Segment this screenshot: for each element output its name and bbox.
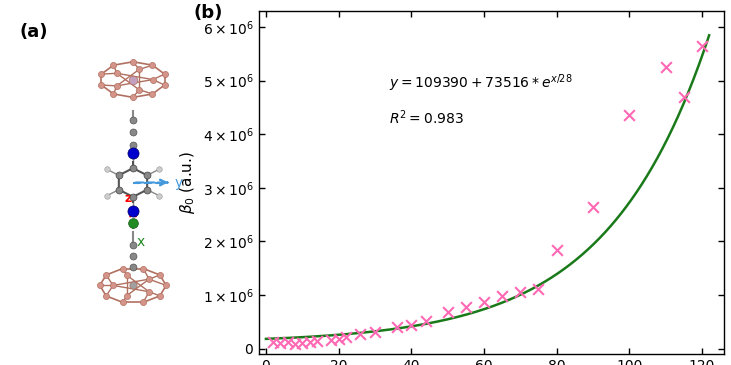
Text: x: x [137, 235, 145, 249]
Point [587, 204, 599, 210]
Point [442, 309, 453, 315]
Point [282, 339, 294, 345]
Point [420, 318, 431, 324]
Point [340, 334, 352, 340]
Point [325, 337, 337, 342]
Point [496, 293, 508, 299]
Point [406, 322, 417, 327]
Point [478, 299, 490, 304]
Point [624, 112, 635, 118]
Y-axis label: $\beta_0$ (a.u.): $\beta_0$ (a.u.) [178, 151, 197, 214]
Point [333, 336, 344, 342]
Point [289, 341, 301, 346]
Point [391, 324, 403, 330]
Text: (b): (b) [194, 4, 223, 22]
Text: $y=109390 + 73516*e^{x/28}$: $y=109390 + 73516*e^{x/28}$ [389, 72, 572, 94]
Point [515, 289, 526, 295]
Text: (a): (a) [20, 23, 48, 41]
Point [550, 247, 562, 253]
Point [296, 339, 308, 345]
Point [303, 339, 315, 345]
Point [355, 331, 366, 337]
Text: y: y [175, 176, 183, 189]
Point [678, 94, 689, 100]
Point [369, 328, 381, 334]
Point [533, 286, 545, 292]
Text: $R^2 = 0.983$: $R^2 = 0.983$ [389, 108, 463, 127]
Point [659, 64, 671, 70]
Point [696, 43, 708, 49]
Point [275, 340, 287, 346]
Point [460, 304, 471, 310]
Point [268, 339, 279, 345]
Text: z: z [125, 192, 132, 204]
Point [311, 338, 322, 344]
